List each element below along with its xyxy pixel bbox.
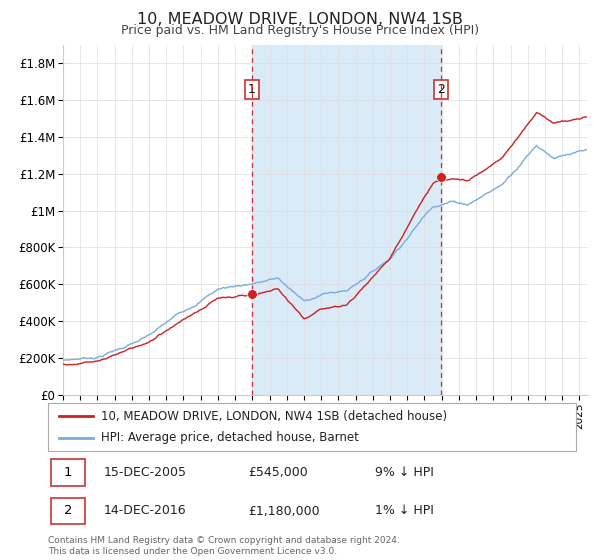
Text: 1% ↓ HPI: 1% ↓ HPI	[376, 505, 434, 517]
Text: 1: 1	[248, 83, 256, 96]
Bar	[50, 459, 85, 486]
Text: Contains HM Land Registry data © Crown copyright and database right 2024.
This d: Contains HM Land Registry data © Crown c…	[48, 536, 400, 556]
Text: HPI: Average price, detached house, Barnet: HPI: Average price, detached house, Barn…	[101, 431, 359, 445]
Text: 10, MEADOW DRIVE, LONDON, NW4 1SB (detached house): 10, MEADOW DRIVE, LONDON, NW4 1SB (detac…	[101, 409, 447, 423]
Text: 2: 2	[64, 505, 72, 517]
Bar	[251, 45, 441, 395]
Text: 1: 1	[64, 466, 72, 479]
Text: 15-DEC-2005: 15-DEC-2005	[103, 466, 187, 479]
Text: 14-DEC-2016: 14-DEC-2016	[103, 505, 186, 517]
Text: £1,180,000: £1,180,000	[248, 505, 320, 517]
Bar	[50, 498, 85, 524]
Text: £545,000: £545,000	[248, 466, 308, 479]
Text: Price paid vs. HM Land Registry's House Price Index (HPI): Price paid vs. HM Land Registry's House …	[121, 24, 479, 36]
Text: 2: 2	[437, 83, 445, 96]
Text: 10, MEADOW DRIVE, LONDON, NW4 1SB: 10, MEADOW DRIVE, LONDON, NW4 1SB	[137, 12, 463, 27]
Text: 9% ↓ HPI: 9% ↓ HPI	[376, 466, 434, 479]
